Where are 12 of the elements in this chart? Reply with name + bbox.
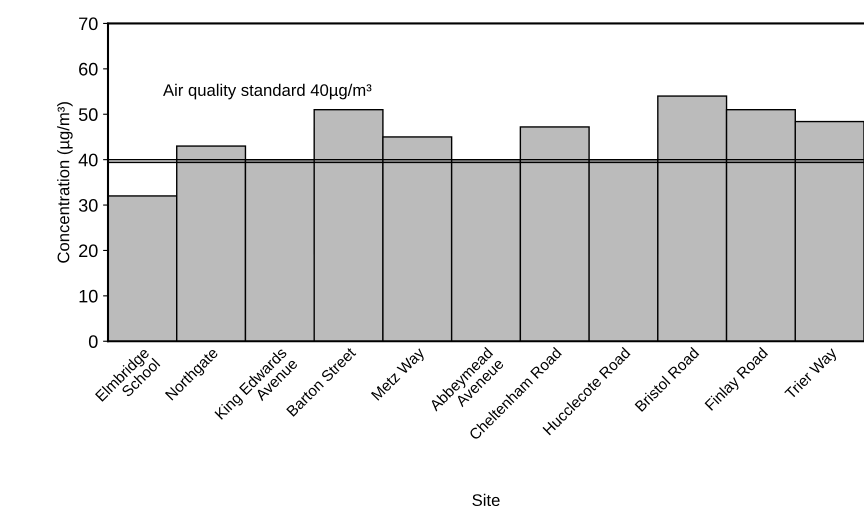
- ref-line-label: Air quality standard 40µg/m³: [163, 84, 372, 100]
- y-tick-label: 0: [88, 335, 98, 348]
- y-tick-label: 10: [80, 290, 98, 303]
- y-tick-label: 70: [79, 17, 98, 30]
- y-axis-title: Concentration (µg/m³): [57, 102, 73, 263]
- y-tick-label: 50: [78, 108, 98, 121]
- y-tick-label: 60: [79, 62, 98, 76]
- y-tick-label: 40: [78, 154, 98, 166]
- y-tick-label: 20: [79, 244, 98, 258]
- x-tick-label: Trier Way: [784, 346, 840, 402]
- x-axis-title: Site: [472, 494, 500, 506]
- y-tick-label: 30: [78, 198, 98, 212]
